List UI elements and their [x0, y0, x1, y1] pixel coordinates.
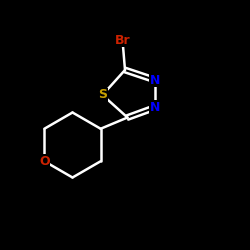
Text: Br: Br — [115, 34, 130, 46]
Text: N: N — [150, 74, 160, 86]
Text: S: S — [98, 88, 107, 102]
Text: O: O — [39, 155, 50, 168]
Text: N: N — [150, 101, 160, 114]
